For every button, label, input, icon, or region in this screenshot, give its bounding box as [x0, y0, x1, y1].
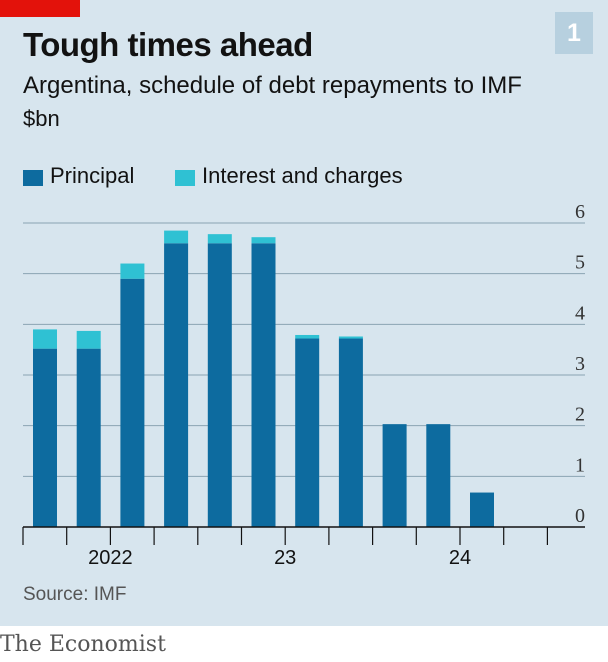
chart-title: Tough times ahead: [23, 26, 313, 63]
bar-principal: [382, 424, 407, 527]
brand-red-tag: [0, 0, 80, 17]
chart-number-badge: 1: [555, 12, 593, 54]
bar-interest: [76, 330, 101, 349]
legend-label-interest: Interest and charges: [202, 163, 403, 188]
bar-principal: [251, 243, 276, 527]
chart-subtitle: Argentina, schedule of debt repayments t…: [23, 72, 522, 99]
x-year-label: 23: [274, 547, 296, 569]
x-year-label: 24: [449, 547, 471, 569]
x-year-label: 2022: [88, 547, 133, 569]
bar-interest: [295, 334, 320, 339]
y-tick-label: 3: [575, 353, 585, 375]
y-tick-label: 6: [575, 201, 585, 223]
bar-principal: [426, 424, 451, 527]
bar-principal: [164, 243, 189, 527]
legend-label-principal: Principal: [50, 163, 135, 188]
bar-principal: [338, 338, 363, 527]
bar-principal: [207, 243, 232, 527]
chart-unit: $bn: [23, 106, 60, 131]
source-note: Source: IMF: [23, 584, 127, 605]
bar-interest: [207, 234, 232, 244]
bar-principal: [76, 348, 101, 527]
bar-interest: [120, 263, 145, 279]
bar-principal: [470, 492, 494, 527]
legend-swatch-principal: [23, 170, 43, 186]
bar-interest: [251, 237, 276, 244]
bar-principal: [295, 338, 320, 527]
bar-interest: [33, 329, 57, 349]
bar-interest: [164, 230, 189, 244]
y-tick-label: 4: [575, 302, 585, 324]
brand-wordmark: The Economist: [0, 632, 166, 657]
y-tick-label: 2: [575, 404, 585, 426]
y-tick-label: 1: [575, 454, 585, 476]
bar-principal: [33, 348, 57, 527]
y-tick-label: 5: [575, 252, 585, 274]
legend-swatch-interest: [175, 170, 195, 186]
y-tick-label: 0: [575, 505, 585, 527]
bar-principal: [120, 278, 145, 527]
bar-interest: [338, 336, 363, 339]
